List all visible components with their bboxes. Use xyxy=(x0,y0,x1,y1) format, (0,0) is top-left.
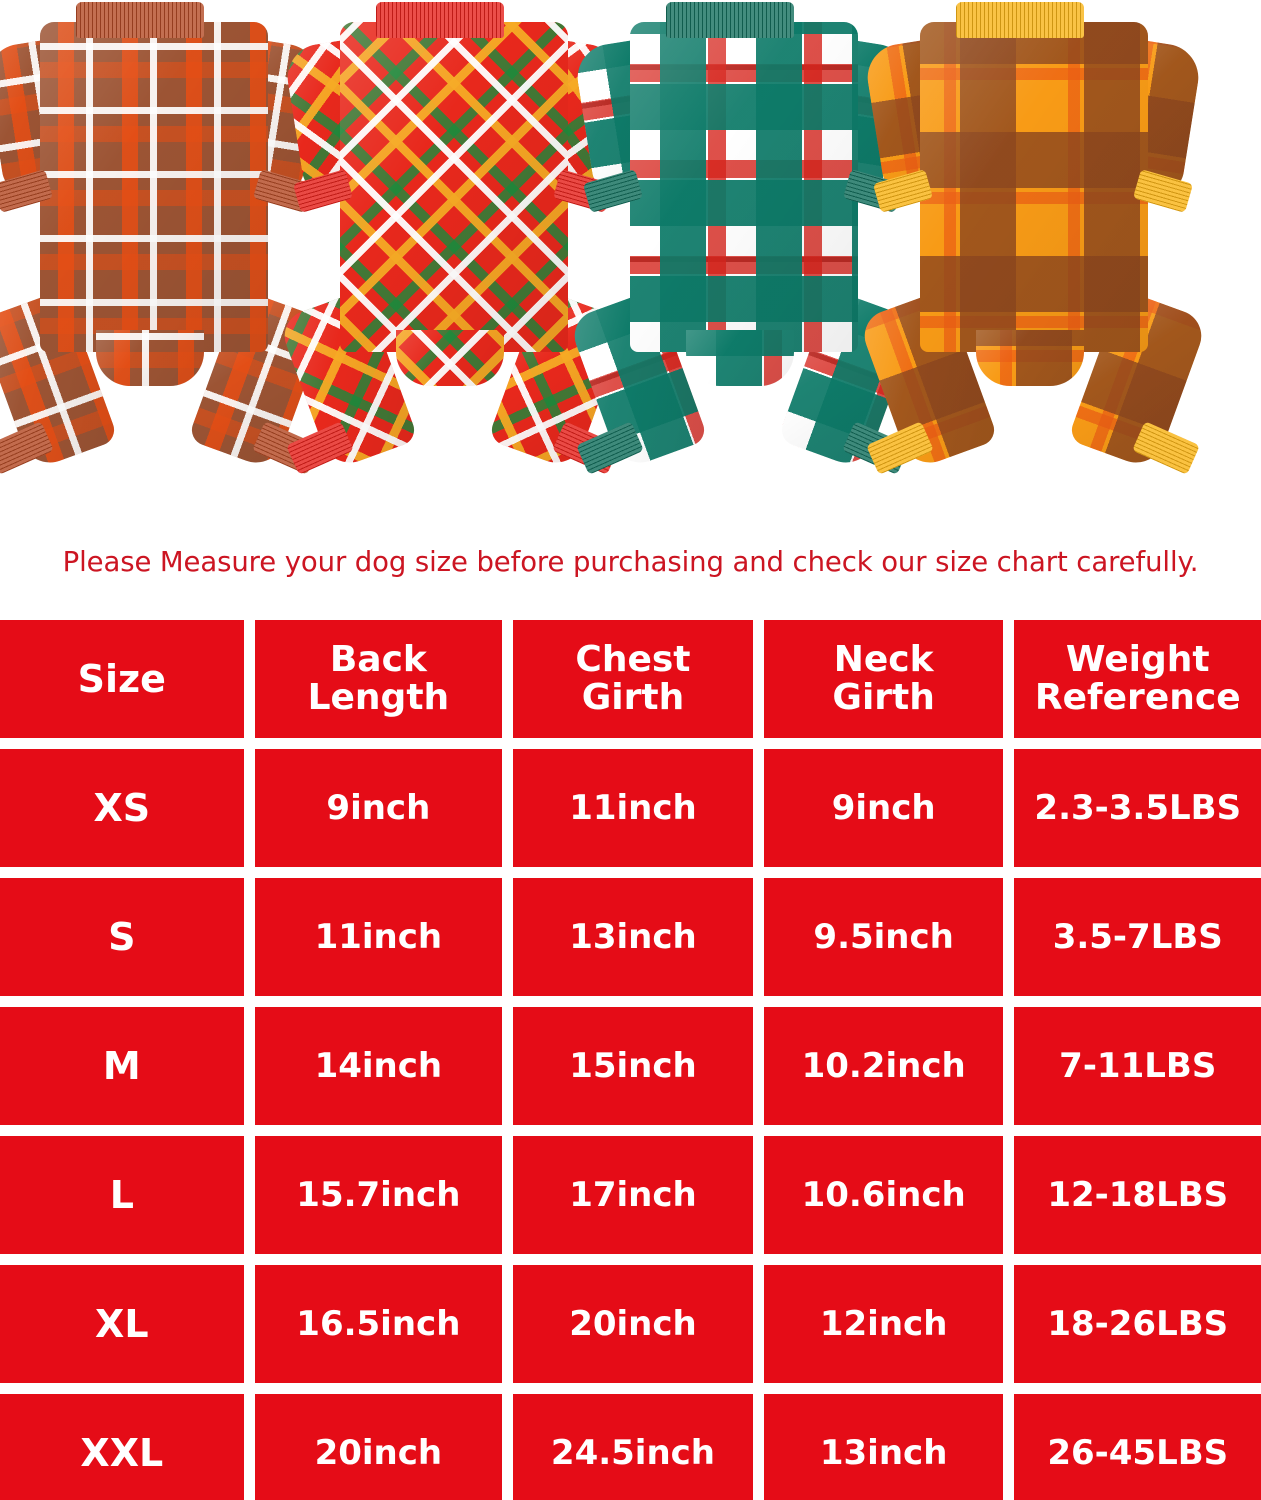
green-plaid-pajama xyxy=(567,0,919,500)
cell-weight-reference: 18-26LBS xyxy=(1014,1265,1261,1383)
measure-notice: Please Measure your dog size before purc… xyxy=(62,546,1199,578)
header-cell-back-length: Back Length xyxy=(254,620,503,738)
cell-neck-girth: 9inch xyxy=(763,749,1004,867)
cell-neck-girth: 10.2inch xyxy=(763,1007,1004,1125)
table-row: XS 9inch 11inch 9inch 2.3-3.5LBS xyxy=(0,749,1261,867)
cell-weight-reference: 7-11LBS xyxy=(1014,1007,1261,1125)
cell-chest-girth: 15inch xyxy=(513,1007,753,1125)
cell-size: M xyxy=(0,1007,244,1125)
table-row: S 11inch 13inch 9.5inch 3.5-7LBS xyxy=(0,878,1261,996)
cell-chest-girth: 20inch xyxy=(513,1265,753,1383)
cell-back-length: 11inch xyxy=(254,878,503,996)
garment-leg-cuff-left xyxy=(286,421,354,475)
header-cell-weight-reference: Weight Reference xyxy=(1014,620,1261,738)
table-row: L 15.7inch 17inch 10.6inch 12-18LBS xyxy=(0,1136,1261,1254)
header-cell-size: Size xyxy=(0,620,244,738)
garment-torso xyxy=(630,22,858,352)
size-chart-table: Size Back Length Chest Girth Neck Girth … xyxy=(0,620,1261,1500)
cell-chest-girth: 11inch xyxy=(513,749,753,867)
cell-back-length: 9inch xyxy=(254,749,503,867)
cell-size: XS xyxy=(0,749,244,867)
cell-back-length: 14inch xyxy=(254,1007,503,1125)
cell-size: S xyxy=(0,878,244,996)
cell-size: XXL xyxy=(0,1394,244,1500)
garment-collar xyxy=(956,2,1084,38)
garment-collar xyxy=(666,2,794,38)
orange-plaid-pajama xyxy=(857,0,1209,500)
cell-weight-reference: 26-45LBS xyxy=(1014,1394,1261,1500)
table-row: XXL 20inch 24.5inch 13inch 26-45LBS xyxy=(0,1394,1261,1500)
garment-collar xyxy=(376,2,504,38)
product-photo xyxy=(0,0,1261,520)
cell-neck-girth: 9.5inch xyxy=(763,878,1004,996)
garment-torso xyxy=(920,22,1148,352)
garment-crotch xyxy=(396,330,504,386)
cell-size: XL xyxy=(0,1265,244,1383)
garment-crotch xyxy=(686,330,794,386)
cell-back-length: 15.7inch xyxy=(254,1136,503,1254)
cell-weight-reference: 2.3-3.5LBS xyxy=(1014,749,1261,867)
table-row: XL 16.5inch 20inch 12inch 18-26LBS xyxy=(0,1265,1261,1383)
cell-weight-reference: 12-18LBS xyxy=(1014,1136,1261,1254)
table-row: M 14inch 15inch 10.2inch 7-11LBS xyxy=(0,1007,1261,1125)
garment-crotch xyxy=(976,330,1084,386)
brown-plaid-pajama xyxy=(0,0,329,500)
cell-neck-girth: 10.6inch xyxy=(763,1136,1004,1254)
header-cell-chest-girth: Chest Girth xyxy=(513,620,753,738)
garment-collar xyxy=(76,2,204,38)
cell-neck-girth: 13inch xyxy=(763,1394,1004,1500)
cell-size: L xyxy=(0,1136,244,1254)
cell-weight-reference: 3.5-7LBS xyxy=(1014,878,1261,996)
header-cell-neck-girth: Neck Girth xyxy=(763,620,1004,738)
cell-chest-girth: 17inch xyxy=(513,1136,753,1254)
garment-crotch xyxy=(96,330,204,386)
cell-back-length: 20inch xyxy=(254,1394,503,1500)
red-tartan-pajama xyxy=(277,0,629,500)
cell-chest-girth: 24.5inch xyxy=(513,1394,753,1500)
table-header-row: Size Back Length Chest Girth Neck Girth … xyxy=(0,620,1261,738)
cell-chest-girth: 13inch xyxy=(513,878,753,996)
garment-torso xyxy=(340,22,568,352)
cell-neck-girth: 12inch xyxy=(763,1265,1004,1383)
cell-back-length: 16.5inch xyxy=(254,1265,503,1383)
garment-torso xyxy=(40,22,268,352)
